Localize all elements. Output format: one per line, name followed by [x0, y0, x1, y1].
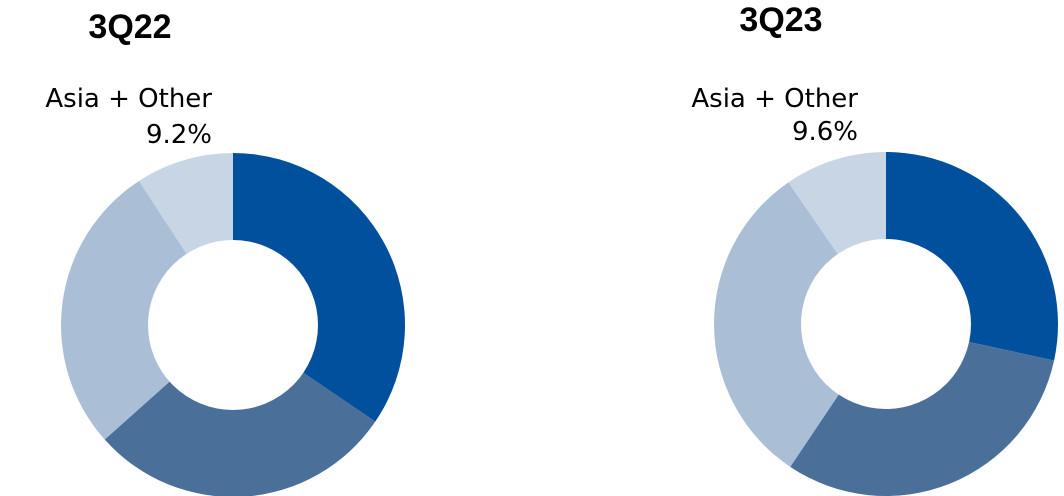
donut-slice-2: [790, 324, 1055, 496]
donut-slice-3: [714, 182, 886, 467]
donut-slice-1: [233, 153, 406, 422]
slice-value-asia-other-3q22: 9.2%: [146, 120, 212, 150]
donut-slice-2: [104, 325, 376, 496]
slice-label-asia-other-3q22: Asia + Other: [45, 84, 212, 114]
chart-title-3q22: 3Q22: [88, 8, 171, 46]
slice-value-asia-other-3q23: 9.6%: [792, 117, 858, 147]
donut-hole-3q22: [148, 240, 318, 410]
chart-3q22: 3Q22 Asia + Other 9.2%: [45, 8, 406, 496]
chart-title-3q23: 3Q23: [739, 1, 822, 39]
chart-3q23: 3Q23 Asia + Other 9.6%: [691, 1, 1059, 496]
donut-hole-3q23: [801, 239, 971, 409]
donut-slice-3: [61, 180, 233, 440]
slice-label-asia-other-3q23: Asia + Other: [691, 84, 858, 114]
